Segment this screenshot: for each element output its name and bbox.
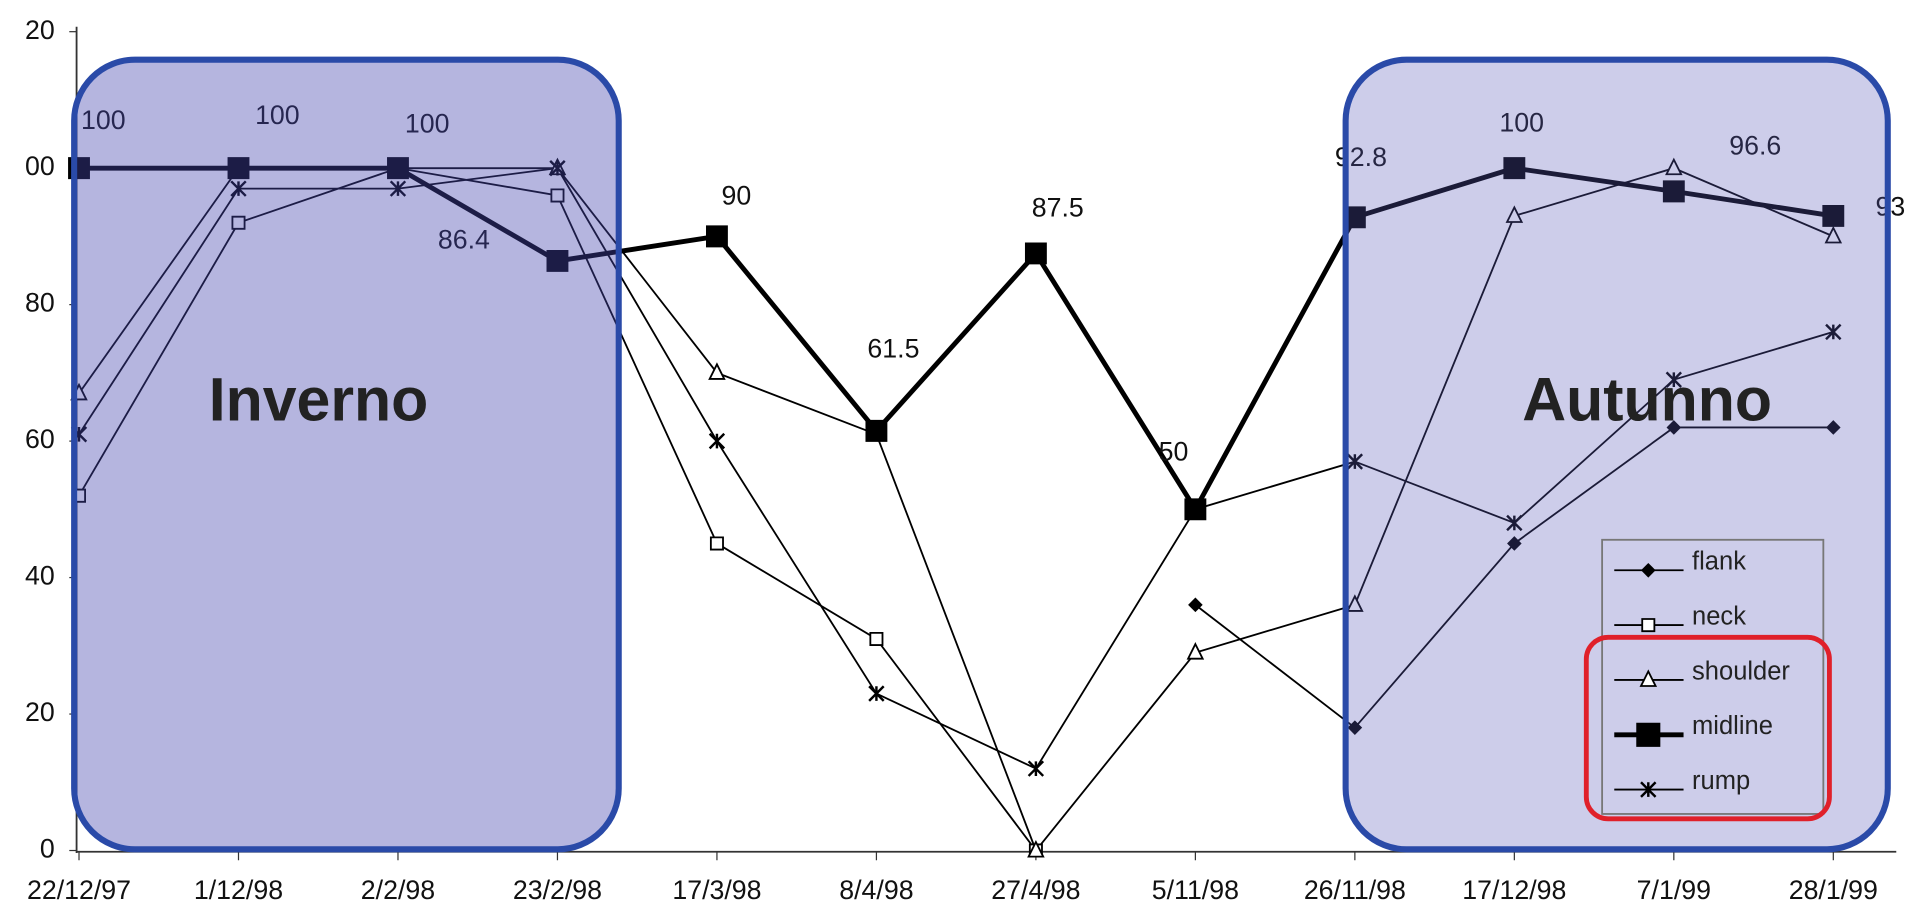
data-label: 100 (81, 105, 126, 135)
data-label: 50 (1159, 436, 1189, 466)
autumn-highlight (1342, 56, 1891, 853)
x-tick-label: 28/1/99 (1789, 875, 1878, 905)
series-line (79, 165, 1834, 515)
marker (546, 249, 569, 272)
legend: flank neck shoulder midline rump (1614, 548, 1790, 798)
marker (1505, 205, 1524, 223)
marker (1347, 720, 1363, 735)
marker (1027, 760, 1045, 777)
legend-label: neck (1692, 603, 1746, 631)
marker (389, 180, 407, 197)
data-label: 100 (1499, 107, 1544, 137)
legend-label: flank (1692, 548, 1746, 576)
x-tick-label: 23/2/98 (513, 875, 602, 905)
x-tick-label: 27/4/98 (991, 875, 1080, 905)
data-label: 61.5 (867, 333, 919, 363)
marker (705, 225, 728, 248)
data-label: 90 (722, 180, 752, 210)
marker (709, 536, 724, 551)
legend-highlight (1583, 634, 1832, 822)
marker (868, 685, 885, 702)
x-tick-label: 2/2/98 (361, 875, 435, 905)
marker (1346, 453, 1364, 470)
data-label: 96.6 (1729, 131, 1781, 161)
legend-box (1601, 538, 1825, 815)
marker (708, 432, 726, 450)
marker (1665, 371, 1682, 388)
y-tick-label: 80 (25, 288, 55, 318)
marker (549, 159, 566, 177)
marker (1024, 242, 1047, 265)
marker (1187, 501, 1204, 518)
y-tick-label: 0 (40, 834, 55, 864)
x-tick-label: 22/12/97 (27, 875, 131, 905)
x-tick-label: 7/1/99 (1637, 875, 1711, 905)
x-tick-label: 17/3/98 (672, 875, 761, 905)
legend-label: rump (1692, 767, 1750, 795)
plot-area: 0 20 40 60 80 00 20 22/12/97 1/12/98 2/2/98 23/2/9… (25, 15, 1906, 905)
marker (1662, 180, 1685, 203)
data-label: 87.5 (1032, 193, 1084, 223)
marker (708, 362, 726, 380)
marker (869, 631, 884, 646)
marker (550, 188, 565, 203)
winter-highlight (71, 56, 622, 853)
x-tick-label: 5/11/98 (1152, 875, 1239, 905)
y-tick-label: 60 (25, 424, 55, 454)
marker (1665, 157, 1683, 176)
marker (1343, 206, 1366, 229)
y-tick-label: 00 (25, 151, 55, 181)
marker (1640, 781, 1657, 798)
marker (1027, 839, 1045, 858)
marker (1666, 420, 1682, 435)
marker (1641, 562, 1656, 578)
marker (1639, 669, 1658, 687)
marker (1822, 204, 1845, 227)
marker (387, 157, 409, 180)
legend-label: shoulder (1692, 657, 1790, 685)
marker (1826, 420, 1841, 435)
data-label: 100 (255, 100, 300, 130)
marker (1641, 618, 1656, 633)
y-tick-label: 20 (25, 15, 55, 45)
series-line (78, 167, 1834, 770)
data-label: 100 (405, 109, 450, 139)
marker (1507, 536, 1522, 551)
y-tick-label: 20 (25, 697, 55, 727)
legend-label: midline (1692, 712, 1773, 740)
marker (1186, 642, 1205, 660)
x-tick-label: 17/12/98 (1462, 875, 1566, 905)
marker (865, 419, 888, 442)
marker (1503, 157, 1526, 180)
x-tick-label: 8/4/98 (839, 875, 913, 905)
annotation: Inverno (209, 366, 429, 434)
marker (231, 215, 246, 230)
data-label: 86.4 (438, 225, 490, 255)
marker (230, 180, 247, 197)
marker (227, 157, 250, 180)
annotation: Autunno (1522, 366, 1772, 434)
x-tick-label: 26/11/98 (1304, 875, 1406, 905)
y-tick-label: 40 (25, 561, 55, 591)
marker (1636, 722, 1661, 747)
marker (1346, 594, 1364, 612)
x-tick-label: 1/12/98 (194, 875, 283, 905)
marker (1188, 597, 1203, 613)
marker (1506, 514, 1523, 532)
marker (1825, 323, 1842, 341)
marker (1824, 225, 1843, 244)
